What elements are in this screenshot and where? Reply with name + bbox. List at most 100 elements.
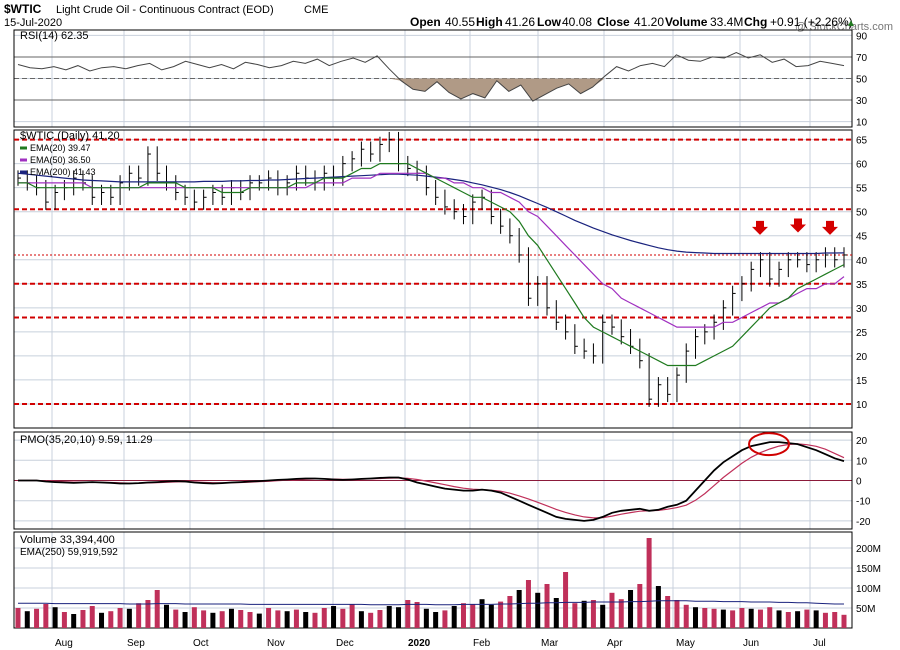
volume-bar xyxy=(516,590,522,628)
rsi-panel-label: RSI(14) 62.35 xyxy=(20,30,88,42)
legend-entry: EMA(200) 41.43 xyxy=(30,167,96,177)
volume-bar xyxy=(544,584,550,628)
volume-bar xyxy=(405,600,411,628)
volume-bar xyxy=(479,599,485,628)
close-label: Close xyxy=(597,15,630,29)
volume-bar xyxy=(804,609,810,628)
x-tick-label: Jul xyxy=(813,638,826,649)
volume-bar xyxy=(136,603,142,628)
volume-bar xyxy=(99,612,105,628)
volume-bar xyxy=(572,603,578,628)
volume-bar xyxy=(785,612,791,628)
volume-bar xyxy=(228,608,234,628)
volume-bar xyxy=(247,612,253,628)
volume-panel-label: Volume 33,394,400 xyxy=(20,534,115,546)
y-tick-label: 65 xyxy=(856,136,868,147)
ema200-line xyxy=(17,172,845,255)
open-value: 40.55 xyxy=(445,15,475,29)
y-tick-label: 10 xyxy=(856,456,868,467)
y-tick-label: 10 xyxy=(856,118,868,129)
volume-bar xyxy=(89,606,95,628)
volume-bar xyxy=(674,600,680,628)
volume-bar xyxy=(256,613,262,628)
y-tick-label: 90 xyxy=(856,31,868,42)
y-tick-label: 50M xyxy=(856,604,875,615)
chg-up-arrow-icon: ▲ xyxy=(846,18,856,29)
exchange-label: CME xyxy=(304,4,328,16)
axis-layer: Aug Sep Oct Nov Dec 2020 Feb Mar Apr May Jun Jul103… xyxy=(20,31,881,649)
volume-bar xyxy=(498,601,504,628)
volume-bar xyxy=(321,608,327,628)
volume-bar xyxy=(637,584,643,628)
volume-bar xyxy=(312,612,318,628)
y-tick-label: 150M xyxy=(856,564,881,575)
volume-bar xyxy=(126,608,132,628)
volume-bar xyxy=(284,611,290,628)
down-arrow-icon xyxy=(752,220,768,235)
volume-bar xyxy=(201,610,207,628)
volume-bar xyxy=(451,606,457,628)
volume-bar xyxy=(80,610,86,628)
symbol-title: $WTIC xyxy=(4,2,42,16)
volume-bar xyxy=(618,599,624,628)
y-tick-label: 100M xyxy=(856,584,881,595)
volume-label: Volume xyxy=(665,15,708,29)
y-tick-label: 10 xyxy=(856,400,868,411)
instrument-name: Light Crude Oil - Continuous Contract (E… xyxy=(56,4,274,16)
pmo-panel-label: PMO(35,20,10) 9.59, 11.29 xyxy=(20,434,153,446)
chart-date: 15-Jul-2020 xyxy=(4,17,62,29)
price-panel-label: $WTIC (Daily) 41.20 xyxy=(20,130,120,142)
ohlc-summary: Open 40.55 High 41.26 Low 40.08 Close 41… xyxy=(410,15,856,29)
x-tick-label: Sep xyxy=(127,638,145,649)
volume-bar xyxy=(43,604,49,628)
rsi-line xyxy=(17,52,845,102)
volume-bar xyxy=(470,604,476,628)
volume-bar xyxy=(210,612,216,628)
panel-borders xyxy=(13,29,853,629)
volume-bar xyxy=(748,608,754,628)
y-tick-label: 60 xyxy=(856,160,868,171)
volume-bar xyxy=(795,611,801,628)
volume-bar xyxy=(266,608,272,628)
legend-entry: EMA(50) 36.50 xyxy=(30,155,91,165)
volume-bar xyxy=(460,603,466,628)
high-label: High xyxy=(476,15,503,29)
volume-bar xyxy=(655,586,661,628)
volume-bar xyxy=(163,604,169,628)
volume-bar xyxy=(108,611,114,628)
chg-label: Chg xyxy=(744,15,767,29)
series-layer xyxy=(14,52,852,628)
volume-bar xyxy=(293,609,299,628)
volume-bar xyxy=(665,596,671,628)
low-value: 40.08 xyxy=(562,15,592,29)
volume-bar xyxy=(145,600,151,628)
legend-entry: EMA(20) 39.47 xyxy=(30,143,91,153)
grid-layer xyxy=(14,30,852,628)
panel-frame-vol xyxy=(13,531,853,629)
volume-bar xyxy=(117,608,123,628)
volume-bar xyxy=(238,610,244,628)
volume-bar xyxy=(525,580,531,628)
y-tick-label: 15 xyxy=(856,376,868,387)
volume-bar xyxy=(396,607,402,628)
volume-bar xyxy=(423,608,429,628)
volume-bar xyxy=(358,611,364,628)
y-tick-label: 70 xyxy=(856,53,868,64)
volume-bar xyxy=(693,607,699,628)
volume-ema-line xyxy=(18,600,844,606)
y-tick-label: 200M xyxy=(856,544,881,555)
volume-bar xyxy=(331,606,337,628)
highlight-circle xyxy=(748,432,790,457)
volume-bar xyxy=(563,572,569,628)
volume-bar xyxy=(275,610,281,628)
panel-frame-pmo xyxy=(13,431,853,530)
rsi-oversold-fill xyxy=(18,78,844,102)
x-tick-label: Nov xyxy=(267,638,285,649)
volume-bar xyxy=(386,606,392,628)
volume-bar xyxy=(414,602,420,628)
x-tick-label: 2020 xyxy=(408,638,431,649)
x-tick-label: Apr xyxy=(607,638,623,649)
panel-frame-rsi xyxy=(13,29,853,128)
x-tick-label: Mar xyxy=(541,638,559,649)
